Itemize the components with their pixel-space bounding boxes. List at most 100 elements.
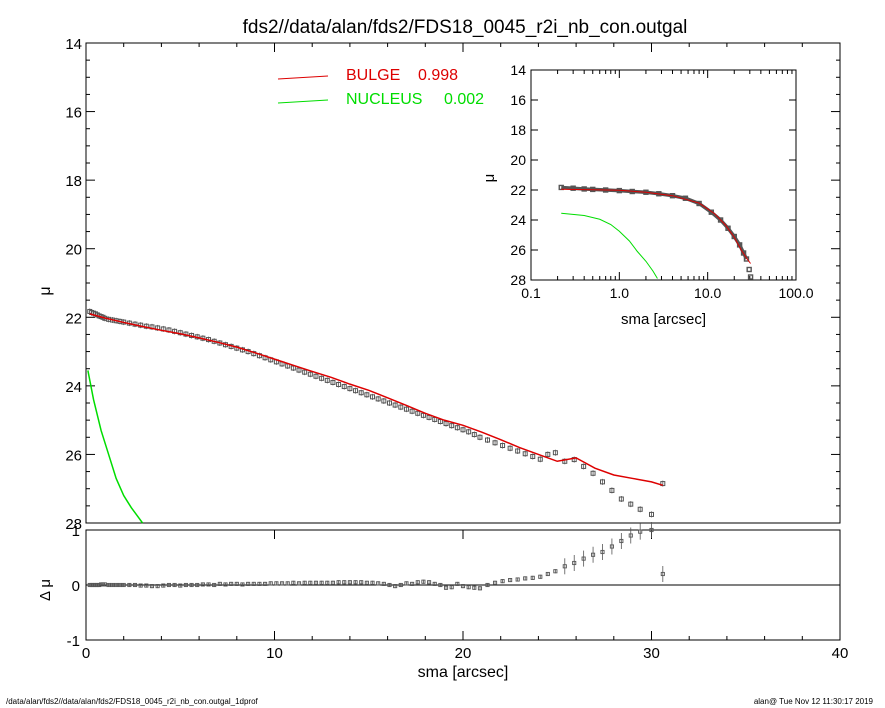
x-tick-label: 40 [832,645,849,662]
inset-y-tick-label: 14 [510,62,526,78]
data-point [628,501,634,507]
residual-point [274,581,279,586]
residual-point [638,529,643,534]
footer-file-path: /data/alan/fds2//data/alan/fds2/FDS18_00… [6,697,258,706]
residual-y-tick-label: 1 [72,523,80,540]
inset-x-tick-label: 0.1 [521,285,541,301]
residual-point [110,582,115,588]
residual-point [538,574,543,579]
data-point [460,427,466,433]
residual-point [144,583,149,588]
data-point [403,406,409,412]
data-point [319,375,325,381]
data-point [302,369,308,375]
residual-point [628,533,633,538]
inset-y-tick-label: 20 [510,152,526,168]
residual-point [325,580,330,585]
inset-x-axis-label: sma [arcsec] [621,311,706,328]
y-tick-label: 24 [65,379,82,396]
data-point [375,396,381,402]
inset-y-tick-label: 24 [510,212,526,228]
residual-point [279,581,285,586]
residual-point [251,581,256,586]
inset-y-tick-label: 16 [510,92,526,108]
residual-point [308,580,313,585]
data-point [386,400,392,406]
inset-x-tick-label: 1.0 [610,285,630,301]
inset-x-tick-label: 100.0 [778,285,813,301]
inset-plot-frame [530,69,797,281]
residual-point [381,581,386,586]
residual-point [313,580,319,585]
data-point [477,434,483,440]
residual-point [223,582,228,587]
residual-point [370,580,375,585]
data-point [392,402,398,408]
data-point [492,440,498,446]
residual-point [121,582,126,588]
residual-point [149,584,155,589]
residual-point [302,580,307,585]
residual-point [660,571,665,577]
data-point [443,421,449,427]
data-point [409,408,415,414]
residual-point [438,582,443,588]
residual-point [212,582,217,588]
data-point [618,496,624,502]
x-tick-label: 20 [455,645,472,662]
residual-point [619,538,624,544]
legend-line-bulge [277,75,329,80]
data-point [347,386,353,392]
residual-point [649,527,654,533]
residual-point [353,580,358,585]
residual-point [387,582,392,588]
y-tick-label: 26 [65,447,82,464]
residual-point [285,581,290,586]
data-point [537,456,543,462]
chart-title: fds2//data/alan/fds2/FDS18_0045_r2i_nb_c… [243,17,688,38]
data-point [545,451,551,457]
data-point [500,443,506,449]
x-tick-label: 30 [643,645,660,662]
data-point [552,450,558,456]
legend-label-bulge: BULGE [346,67,400,84]
residual-point [114,582,119,588]
data-point [515,448,521,454]
residual-point [477,586,483,591]
data-point [324,377,330,383]
footer-user-time: alan@ Tue Nov 12 11:30:17 2019 [753,697,873,706]
residual-point [600,549,605,555]
residual-point [138,583,143,588]
data-point [522,451,528,457]
data-point [581,463,587,469]
residual-point [229,581,234,586]
residual-point [296,581,302,586]
residual-point [466,585,471,590]
x-axis-label: sma [arcsec] [418,664,509,681]
residual-point [415,580,420,585]
residual-point [342,580,347,585]
y-tick-label: 16 [65,105,82,122]
residual-point [319,580,324,585]
inset-panel: 14 16 18 20 22 24 26 280.1 1.0 10.0 100.0 sma [arcs… [481,62,814,328]
nucleus-model-line [87,370,144,524]
residual-point [500,579,505,584]
bulge-model-line [89,313,664,487]
inset-data-point [747,274,754,280]
x-tick-label: 10 [266,645,283,662]
legend-label-nucleus: NUCLEUS [346,91,422,108]
inset-bulge-model-line [561,188,751,264]
data-point [398,404,404,410]
data-point [313,373,319,379]
residual-point [347,580,352,585]
residual-point [609,544,614,549]
residual-point [492,580,498,585]
inset-y-axis-label: μ [481,174,498,183]
residual-y-tick-label: -1 [67,633,80,650]
legend-value-bulge: 0.998 [418,67,458,84]
data-point [353,388,359,394]
residual-point [523,576,528,581]
residual-point [449,585,454,590]
